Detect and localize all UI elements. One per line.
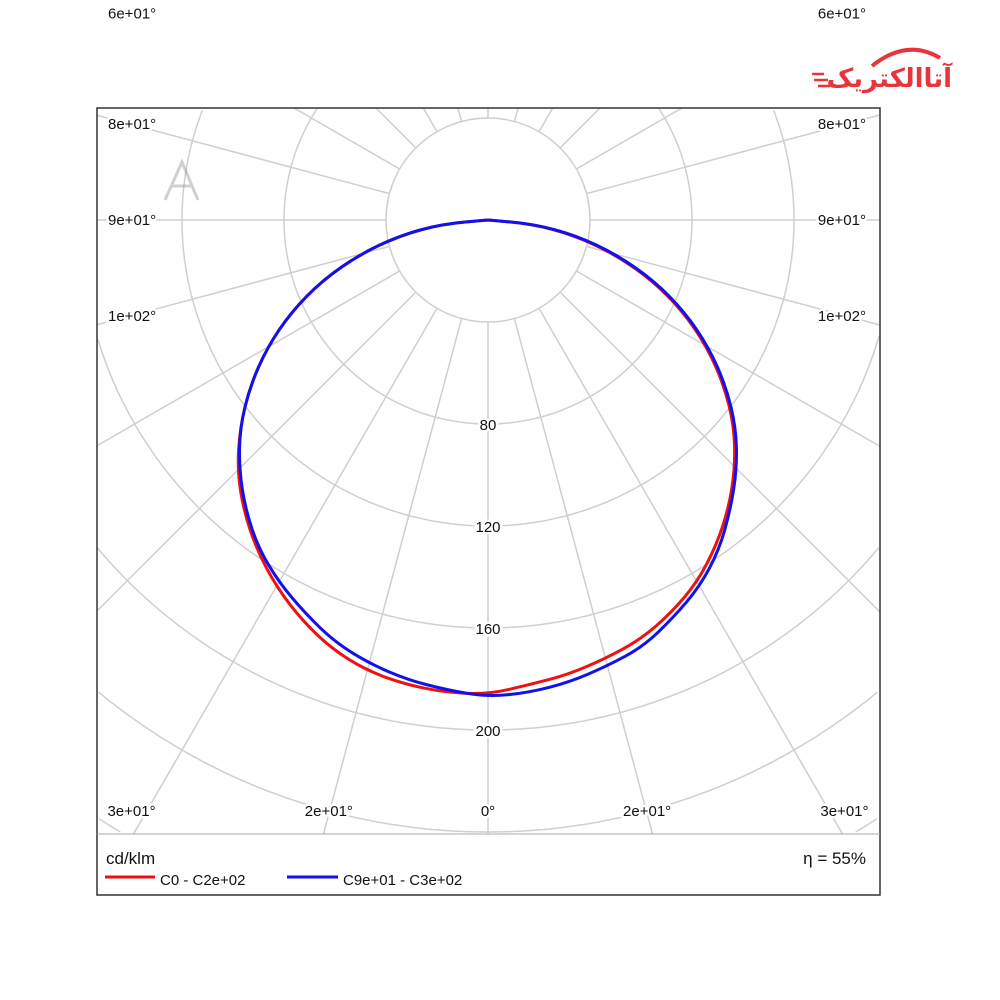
radial-gridline — [559, 108, 601, 149]
ring-gridline — [283, 108, 693, 425]
watermark-logo — [163, 158, 200, 201]
angle-label-left: 6e+01° — [108, 5, 156, 22]
radial-gridline — [322, 318, 463, 834]
legend-item-red: C0 - C2e+02 — [105, 872, 245, 889]
radial-gridline — [559, 291, 880, 613]
axis-labels: 80 120 160 200 1e+02° 1e+02° 9e+01° 9e+01° 8e+01… — [105, 3, 871, 823]
angle-label-right: 6e+01° — [818, 5, 866, 22]
radial-gridline — [586, 114, 880, 195]
angle-label-bottom: 2e+01° — [305, 803, 353, 820]
radial-tick-label: 200 — [475, 723, 500, 740]
ring-gridline — [97, 335, 880, 629]
angle-label-bottom: 3e+01° — [820, 803, 868, 820]
radial-gridline — [97, 291, 417, 612]
angle-label-bottom: 3e+01° — [107, 803, 155, 820]
radial-gridline — [97, 270, 401, 447]
ring-gridline — [181, 110, 795, 527]
ring-gridline — [98, 691, 878, 833]
legend-item-blue: C9e+01 - C3e+02 — [287, 872, 462, 889]
angle-label-left: 1e+02° — [108, 308, 156, 325]
unit-label: cd/klm — [106, 849, 155, 868]
plot-frame — [96, 107, 881, 896]
radial-tick-label: 80 — [480, 417, 497, 434]
series-curve-blue — [238, 218, 738, 698]
radial-gridline — [293, 108, 401, 170]
brand-logo: آتاالکتریک — [812, 40, 962, 96]
radial-gridline — [513, 318, 654, 834]
radial-gridline — [375, 108, 417, 149]
radial-gridline — [513, 108, 519, 122]
angle-label-bottom: 0° — [481, 803, 495, 820]
ring-gridline — [98, 818, 878, 833]
radial-gridline — [132, 307, 438, 834]
legend-label-blue: C9e+01 - C3e+02 — [343, 872, 462, 889]
angle-label-left: 9e+01° — [108, 212, 156, 229]
radial-tick-label: 160 — [475, 621, 500, 638]
radial-tick-label: 120 — [475, 519, 500, 536]
radial-gridline — [575, 270, 880, 447]
radial-gridline — [97, 245, 390, 326]
angle-label-bottom: 2e+01° — [623, 803, 671, 820]
angle-label-right: 1e+02° — [818, 308, 866, 325]
radial-gridline — [575, 108, 683, 170]
radial-gridline — [538, 108, 554, 133]
radial-gridline — [422, 108, 438, 133]
radial-gridline — [457, 108, 463, 122]
radial-gridline — [538, 307, 844, 834]
radial-gridline — [586, 245, 880, 326]
efficiency-label: η = 55% — [803, 849, 866, 868]
legend-label-red: C0 - C2e+02 — [160, 872, 245, 889]
logo-text: آتاالکتریک — [827, 62, 953, 94]
angle-label-right: 8e+01° — [818, 116, 866, 133]
ring-gridline — [97, 547, 880, 731]
angle-label-right: 9e+01° — [818, 212, 866, 229]
angle-label-left: 8e+01° — [108, 116, 156, 133]
radial-gridline — [97, 114, 390, 195]
curves — [236, 218, 738, 698]
